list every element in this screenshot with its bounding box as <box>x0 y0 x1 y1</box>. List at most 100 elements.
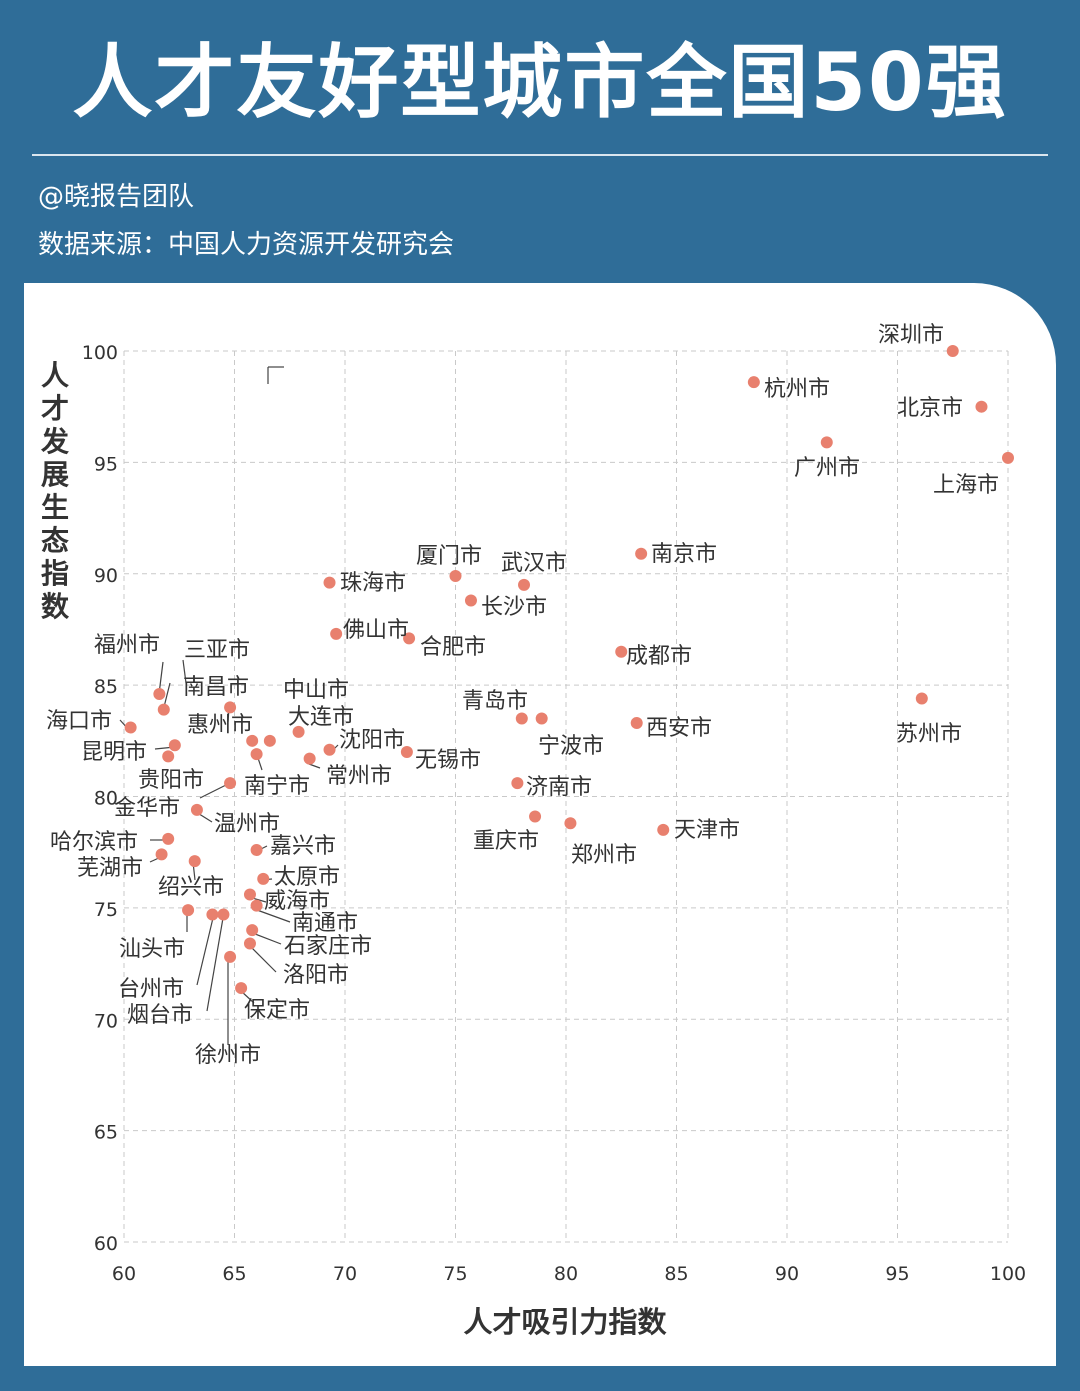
y-axis-label-char: 态 <box>41 524 69 557</box>
point-label: 海口市 <box>46 709 112 734</box>
point-label: 贵阳市 <box>138 768 204 793</box>
point-label: 大连市 <box>288 705 354 730</box>
y-tick-label: 85 <box>94 676 118 698</box>
point-label: 青岛市 <box>462 689 528 714</box>
data-point <box>946 345 959 357</box>
y-axis-label-char: 数 <box>41 590 70 623</box>
x-tick-label: 85 <box>664 1263 688 1285</box>
data-point <box>124 721 137 734</box>
point-label: 绍兴市 <box>158 875 224 900</box>
y-tick-label: 65 <box>94 1122 118 1144</box>
point-label: 太原市 <box>274 865 340 890</box>
x-tick-label: 70 <box>333 1263 357 1285</box>
data-point <box>250 899 263 912</box>
data-point <box>449 569 462 582</box>
data-point <box>224 777 237 790</box>
y-axis-label-char: 才 <box>41 392 69 425</box>
data-point <box>464 594 477 607</box>
point-label: 福州市 <box>94 633 160 658</box>
data-point <box>330 627 343 640</box>
data-point <box>243 888 256 901</box>
point-label: 保定市 <box>244 998 310 1023</box>
point-label: 徐州市 <box>195 1043 261 1068</box>
point-label: 北京市 <box>897 396 963 421</box>
data-point <box>168 739 181 752</box>
data-point <box>235 982 248 995</box>
data-point <box>820 436 833 449</box>
data-point <box>263 734 276 747</box>
point-label: 金华市 <box>114 796 180 821</box>
data-point <box>511 777 524 790</box>
data-point <box>303 752 316 765</box>
data-point <box>246 924 259 937</box>
leader-line <box>206 917 224 1012</box>
data-point <box>915 692 928 705</box>
x-tick-label: 90 <box>775 1263 799 1285</box>
point-label: 武汉市 <box>501 551 567 576</box>
y-tick-label: 100 <box>82 342 118 364</box>
data-point <box>323 576 336 589</box>
data-point <box>224 701 237 714</box>
point-label: 苏州市 <box>896 722 962 747</box>
point-label: 宁波市 <box>538 734 604 759</box>
leader-line <box>163 682 171 708</box>
data-point <box>188 855 201 868</box>
data-point <box>162 750 175 763</box>
point-label: 南昌市 <box>183 675 249 700</box>
label-leader-lines <box>119 366 339 1045</box>
y-axis-label-char: 展 <box>41 458 69 491</box>
x-axis-label: 人才吸引力指数 <box>463 1305 667 1339</box>
point-label: 南宁市 <box>244 774 310 799</box>
data-point <box>153 688 166 701</box>
point-label: 台州市 <box>118 977 184 1002</box>
y-axis-label-char: 指 <box>41 557 69 590</box>
point-label: 西安市 <box>646 716 712 741</box>
data-point <box>182 904 195 917</box>
x-tick-label: 80 <box>554 1263 578 1285</box>
x-tick-label: 75 <box>443 1263 467 1285</box>
data-point <box>157 703 170 716</box>
point-label: 佛山市 <box>343 618 409 643</box>
leader-line <box>249 945 277 973</box>
data-point <box>403 632 416 645</box>
data-point <box>224 950 237 963</box>
data-point <box>250 748 263 761</box>
y-axis-label-char: 生 <box>41 491 69 524</box>
point-label: 芜湖市 <box>77 856 143 881</box>
data-point <box>515 712 528 725</box>
data-point <box>535 712 548 725</box>
point-label: 温州市 <box>214 812 280 837</box>
data-point <box>257 872 270 885</box>
point-label: 合肥市 <box>420 635 486 660</box>
point-label: 汕头市 <box>119 937 185 962</box>
data-point <box>206 908 219 921</box>
data-point <box>564 817 577 830</box>
point-label: 深圳市 <box>878 323 944 348</box>
page-title: 人才友好型城市全国50强 <box>72 36 1008 129</box>
y-axis-label-char: 发 <box>40 425 69 458</box>
data-point <box>217 908 230 921</box>
point-label: 哈尔滨市 <box>50 830 138 855</box>
chart-grid <box>123 350 1009 1243</box>
data-point <box>292 725 305 738</box>
data-source: 数据来源：中国人力资源开发研究会 <box>38 230 455 260</box>
point-label: 珠海市 <box>340 571 406 596</box>
y-axis-label-char: 人 <box>41 359 69 392</box>
data-point <box>190 803 203 816</box>
data-point <box>323 743 336 756</box>
y-tick-label: 80 <box>94 788 118 810</box>
leader-line <box>196 917 214 986</box>
y-tick-label: 60 <box>94 1233 118 1255</box>
point-label: 南京市 <box>651 542 717 567</box>
point-label: 烟台市 <box>127 1003 193 1028</box>
data-point <box>657 823 670 836</box>
data-point <box>747 376 760 389</box>
data-point <box>400 745 413 758</box>
point-label: 惠州市 <box>187 713 253 738</box>
point-label: 济南市 <box>526 775 592 800</box>
point-label: 洛阳市 <box>283 963 349 988</box>
point-label: 杭州市 <box>764 377 830 402</box>
